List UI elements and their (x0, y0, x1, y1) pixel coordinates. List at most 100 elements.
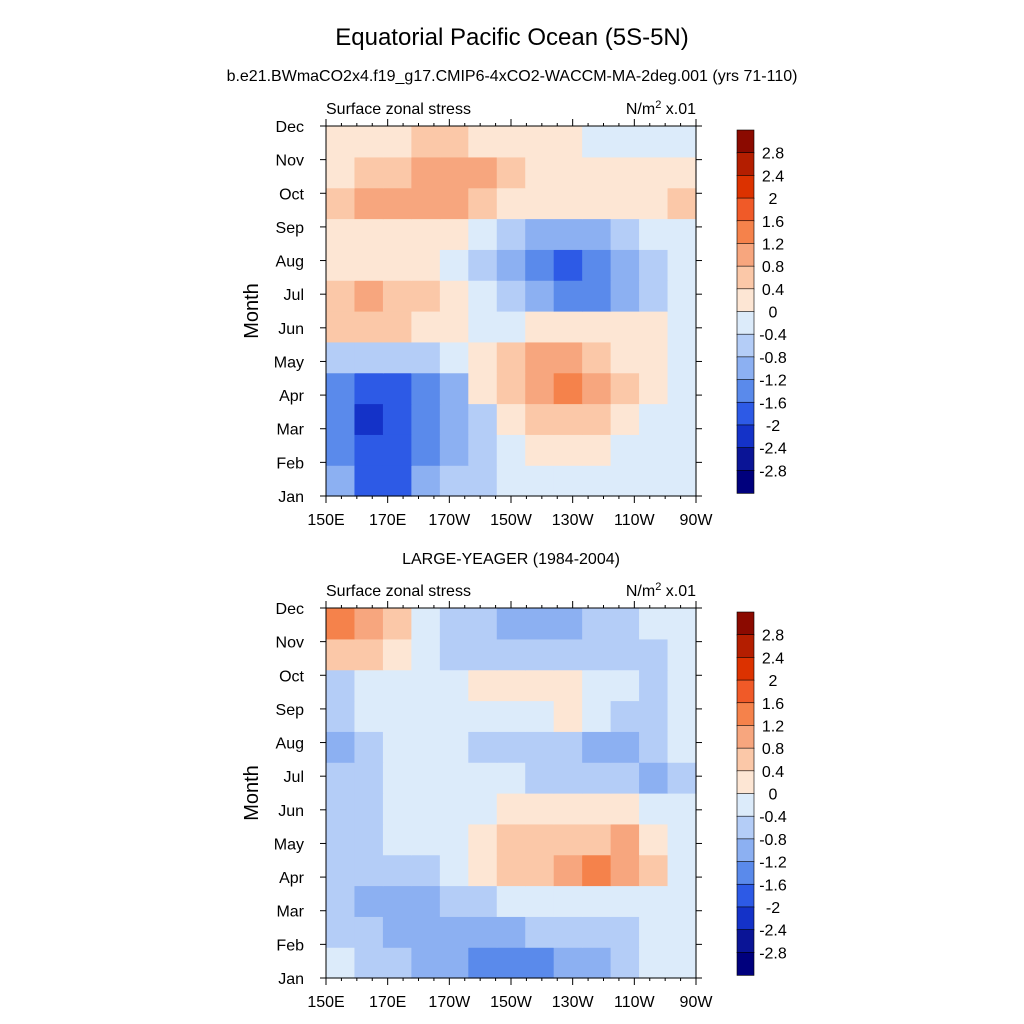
heatmap-cell (667, 700, 697, 732)
heatmap-cell (354, 885, 384, 917)
heatmap-cell (411, 793, 441, 825)
heatmap-cell (667, 854, 697, 887)
x-tick-label: 170W (428, 512, 471, 529)
heatmap-cell (382, 341, 412, 374)
heatmap-cell (496, 218, 526, 250)
heatmap-cell (667, 916, 697, 948)
heatmap-cell (525, 434, 555, 466)
heatmap-cell (439, 126, 469, 158)
y-tick-label: Nov (276, 153, 304, 170)
heatmap-cell (525, 823, 555, 856)
heatmap-cell (525, 638, 555, 671)
y-tick-label: Jun (278, 803, 304, 820)
heatmap-cell (525, 700, 555, 732)
heatmap-cell (525, 311, 555, 343)
heatmap-cell (610, 218, 640, 250)
heatmap-cell (553, 156, 583, 189)
heatmap-cell (468, 156, 498, 189)
heatmap-cell (326, 916, 356, 948)
heatmap-cell (610, 311, 640, 343)
x-tick-label: 90W (680, 994, 714, 1011)
colorbar-swatch (736, 424, 755, 449)
heatmap-cell (553, 280, 583, 312)
heatmap-cell (382, 249, 412, 281)
heatmap-cell (525, 403, 555, 435)
x-tick-label: 150W (490, 994, 533, 1011)
colorbar-label: -1.6 (759, 877, 787, 894)
heatmap-cell (411, 249, 441, 281)
heatmap-cell (667, 762, 697, 794)
heatmap-cell (411, 700, 441, 732)
heatmap-cell (382, 638, 412, 671)
heatmap-cell (582, 638, 612, 671)
heatmap-cell (382, 126, 412, 158)
heatmap-cell (667, 372, 697, 405)
heatmap-cell (582, 187, 612, 220)
heatmap-cell (411, 218, 441, 250)
heatmap-cell (496, 311, 526, 343)
heatmap-cell (468, 854, 498, 887)
heatmap-cell (496, 372, 526, 405)
heatmap-cell (553, 249, 583, 281)
heatmap-cell (326, 280, 356, 312)
heatmap-cell (439, 341, 469, 374)
colorbar-label: 2.4 (762, 168, 784, 185)
heatmap-cell (439, 638, 469, 671)
heatmap-cell (582, 947, 612, 979)
heatmap-cell (411, 403, 441, 435)
heatmap-cell (468, 465, 498, 497)
colorbar-swatch (736, 702, 755, 727)
heatmap-cell (439, 311, 469, 343)
heatmap-cell (582, 854, 612, 887)
y-tick-label: Aug (276, 736, 304, 753)
heatmap-cell (639, 403, 669, 435)
heatmap-cell (639, 434, 669, 466)
x-tick-label: 150E (307, 512, 344, 529)
colorbar-label: -0.4 (759, 809, 787, 826)
heatmap-cell (553, 341, 583, 374)
colorbar-label: -0.8 (759, 832, 787, 849)
heatmap-cell (354, 700, 384, 732)
heatmap-cell (582, 885, 612, 917)
heatmap-cell (667, 608, 697, 640)
heatmap-cell (525, 731, 555, 763)
heatmap-cell (496, 823, 526, 856)
heatmap-cell (411, 434, 441, 466)
heatmap-cell (496, 793, 526, 825)
heatmap-cell (610, 762, 640, 794)
heatmap-cell (411, 465, 441, 497)
y-axis-label: Month (241, 283, 263, 339)
panel-1: Surface zonal stress N/m2 x.01 Month Jan Feb… (241, 99, 787, 529)
colorbar-label: 1.2 (762, 718, 784, 735)
heatmap-cell (411, 823, 441, 856)
x-tick-label: 90W (680, 512, 714, 529)
colorbar-label: 0 (769, 787, 778, 804)
heatmap-cell (354, 608, 384, 640)
y-tick-label: Dec (276, 601, 304, 618)
heatmap-cell (553, 465, 583, 497)
y-tick-label: Mar (276, 904, 304, 921)
y-tick-label: May (274, 836, 304, 853)
heatmap-cell (326, 187, 356, 220)
heatmap-cell (411, 916, 441, 948)
colorbar-swatch (736, 883, 755, 908)
heatmap-cell (354, 916, 384, 948)
heatmap-cell (439, 280, 469, 312)
colorbar-swatch (736, 725, 755, 749)
heatmap-cell (667, 311, 697, 343)
heatmap-cell (582, 762, 612, 794)
heatmap-cell (468, 126, 498, 158)
heatmap-cell (610, 854, 640, 887)
colorbar-label: 2.8 (762, 628, 784, 645)
colorbar-label: 0.8 (762, 741, 784, 758)
heatmap-cell (496, 403, 526, 435)
heatmap-cell (354, 249, 384, 281)
heatmap-cell (610, 465, 640, 497)
heatmap-cell (326, 854, 356, 887)
heatmap-cell (354, 762, 384, 794)
heatmap-cell (411, 731, 441, 763)
variable-label: Surface zonal stress (326, 583, 471, 600)
heatmap-cell (326, 669, 356, 702)
heatmap-cell (496, 608, 526, 640)
colorbar-label: 1.6 (762, 214, 784, 231)
